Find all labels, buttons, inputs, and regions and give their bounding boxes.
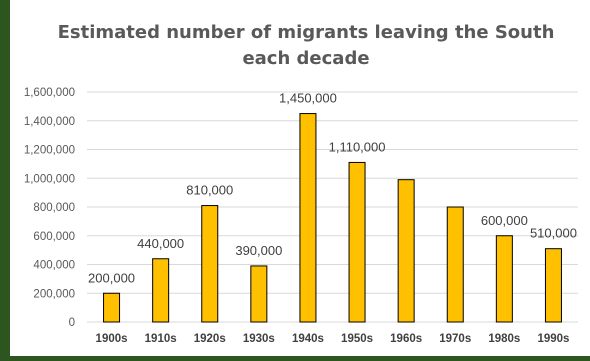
y-tick-label: 800,000 [33,202,75,214]
chart-area: Estimated number of migrants leaving the… [10,0,590,356]
chart-title-line-2: each decade [242,48,369,69]
data-label-1950s: 1,110,000 [329,139,386,154]
x-tick-label-1970s: 1970s [439,333,471,345]
bar-1920s [201,205,219,323]
x-tick-label-1960s: 1960s [390,333,422,345]
data-label-1920s: 810,000 [186,183,233,198]
data-label-1940s: 1,450,000 [279,91,337,106]
x-tick-label-1990s: 1990s [537,333,569,345]
bars [103,113,562,323]
data-label-1910s: 440,000 [137,236,184,251]
y-tick-label: 1,400,000 [24,116,75,128]
x-tick-label-1900s: 1900s [96,333,128,345]
x-tick-label-1930s: 1930s [243,333,275,345]
y-tick-label: 200,000 [33,288,75,300]
y-tick-label: 1,000,000 [24,173,75,185]
bar-1930s [250,265,268,323]
x-tick-label-1910s: 1910s [145,333,177,345]
bar-1960s [397,179,415,323]
x-axis-tick-labels: 1900s 1910s 1920s 1930s 1940s 1950s 1960s 1970s… [96,333,570,345]
x-tick-label-1980s: 1980s [488,333,520,345]
y-tick-label: 1,600,000 [24,87,75,99]
y-axis-tick-labels: 0 200,000 400,000 600,000 800,000 1,000,000 1,… [24,87,75,329]
y-tick-label: 400,000 [33,260,75,272]
y-tick-label: 0 [69,317,75,329]
bar-1950s [348,161,366,323]
bar-1970s [446,206,464,323]
data-labels: 200,000 440,000 810,000 390,000 1,450,000 1,1… [88,91,577,286]
bar-1900s [103,292,121,323]
x-tick-label-1920s: 1920s [194,333,226,345]
bar-chart: Estimated number of migrants leaving the… [24,22,578,345]
x-tick-label-1950s: 1950s [341,333,373,345]
x-tick-label-1940s: 1940s [292,333,324,345]
data-label-1980s: 600,000 [481,213,528,228]
y-tick-label: 1,200,000 [24,145,75,157]
data-label-1900s: 200,000 [88,270,135,285]
bar-1990s [544,248,562,323]
bar-1910s [152,258,170,323]
data-label-1990s: 510,000 [530,226,577,241]
data-label-1930s: 390,000 [235,243,282,258]
bar-1940s [299,113,317,323]
bar-1980s [495,235,513,323]
y-tick-label: 600,000 [33,231,75,243]
chart-title-line-1: Estimated number of migrants leaving the… [58,22,555,43]
